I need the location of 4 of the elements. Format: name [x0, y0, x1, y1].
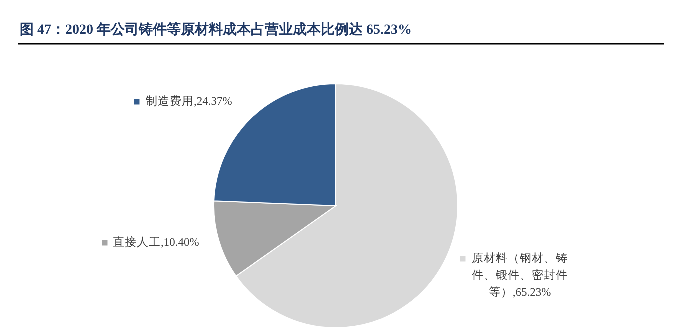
- legend-label: 原材料（钢材、铸件、锻件、密封件等）,65.23%: [472, 252, 568, 299]
- legend-label: 制造费用,24.37%: [146, 95, 233, 108]
- legend-label: 直接人工,10.40%: [113, 235, 200, 249]
- chart-title: 图 47：2020 年公司铸件等原材料成本占营业成本比例达 65.23%: [20, 22, 412, 38]
